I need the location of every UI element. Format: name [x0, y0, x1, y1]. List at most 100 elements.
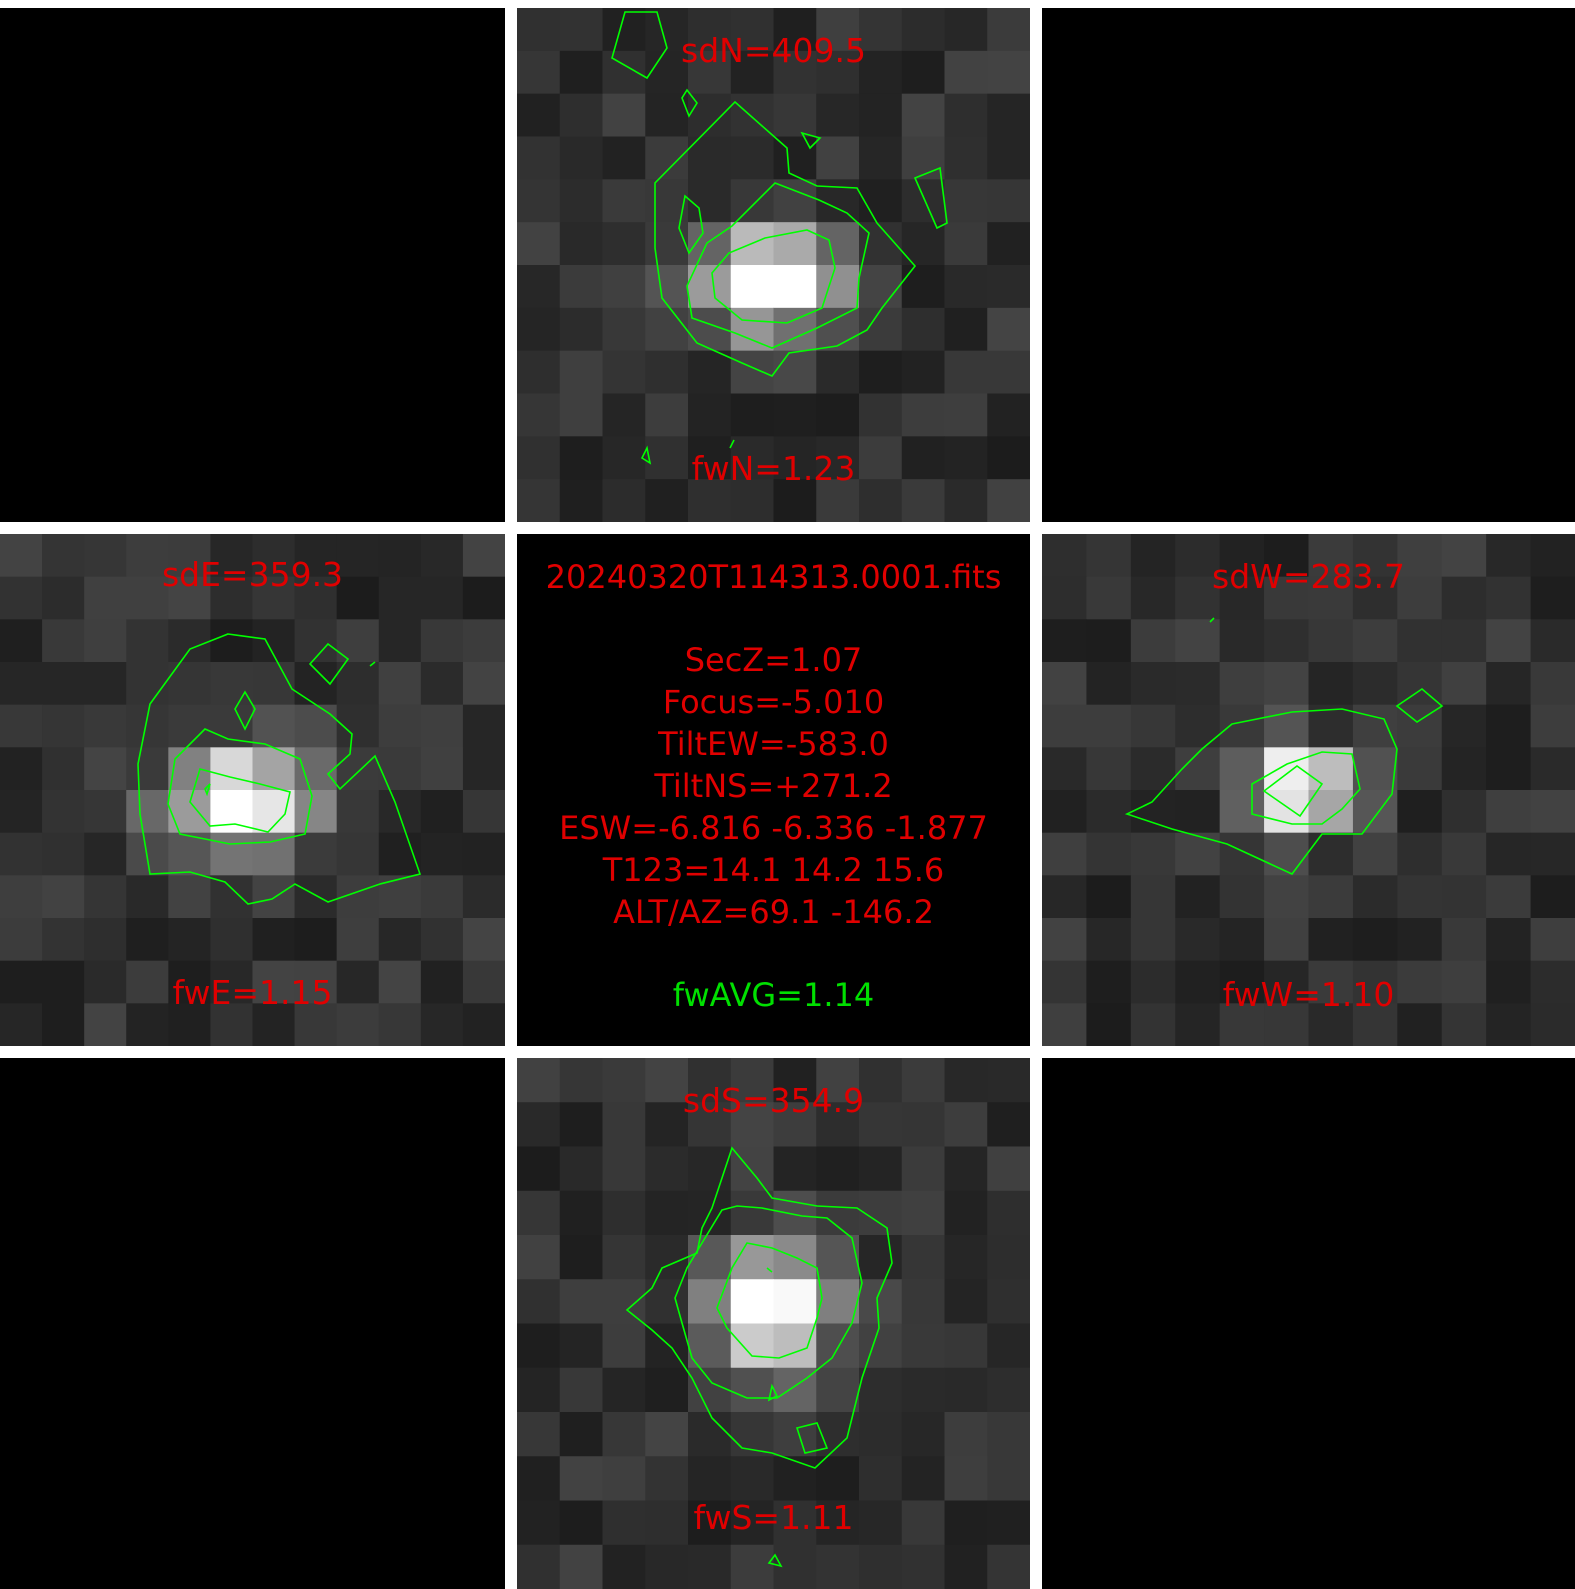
- star-pixel: [1352, 747, 1398, 791]
- star-pixel: [210, 662, 253, 706]
- star-pixel: [645, 1102, 689, 1147]
- star-pixel: [816, 1544, 860, 1589]
- star-pixel: [987, 479, 1030, 522]
- star-pixel: [420, 576, 464, 620]
- star-pixel: [517, 1190, 561, 1236]
- star-pixel: [42, 960, 85, 1004]
- star-pixel: [168, 619, 211, 663]
- south-fw-label: fwS=1.11: [693, 1498, 854, 1537]
- star-pixel: [517, 1456, 561, 1501]
- star-pixel: [773, 350, 817, 394]
- star-pixel: [1441, 832, 1487, 876]
- star-pixel: [602, 479, 646, 522]
- star-pixel: [688, 350, 732, 394]
- star-pixel: [1397, 875, 1443, 919]
- star-pixel: [126, 960, 169, 1004]
- tilt-ew-label: TiltEW=-583.0: [658, 725, 889, 763]
- star-pixel: [1042, 704, 1087, 748]
- star-pixel: [602, 179, 646, 223]
- star-pixel: [1219, 832, 1265, 876]
- star-pixel: [987, 393, 1030, 437]
- star-pixel: [645, 350, 689, 394]
- star-pixel: [1486, 832, 1532, 876]
- star-pixel: [773, 265, 817, 309]
- star-pixel: [1352, 790, 1398, 834]
- star-pixel: [1352, 662, 1398, 706]
- star-pixel: [987, 1102, 1030, 1147]
- star-pixel: [859, 265, 903, 309]
- star-pixel: [773, 1456, 817, 1501]
- star-pixel: [816, 50, 860, 95]
- star-pixel: [1130, 1003, 1176, 1046]
- star-pixel: [944, 265, 988, 309]
- star-pixel: [84, 790, 127, 834]
- star-pixel: [645, 1190, 689, 1236]
- star-pixel: [1352, 875, 1398, 919]
- star-pixel: [1308, 790, 1354, 834]
- star-pixel: [859, 8, 903, 52]
- star-pixel: [944, 179, 988, 223]
- star-pixel: [252, 832, 296, 876]
- star-pixel: [901, 1500, 945, 1546]
- star-pixel: [126, 1003, 169, 1046]
- star-pixel: [901, 8, 945, 52]
- star-pixel: [1441, 576, 1487, 620]
- star-pixel: [602, 136, 646, 180]
- star-pixel: [773, 1235, 817, 1280]
- star-pixel: [987, 436, 1030, 480]
- star-pixel: [1175, 662, 1221, 706]
- star-pixel: [859, 1544, 903, 1589]
- star-pixel: [378, 619, 422, 663]
- star-pixel: [773, 1146, 817, 1192]
- star-pixel: [559, 136, 603, 180]
- star-pixel: [0, 576, 43, 620]
- star-pixel: [1130, 832, 1176, 876]
- star-pixel: [84, 576, 127, 620]
- star-pixel: [420, 790, 464, 834]
- star-pixel: [1130, 534, 1176, 578]
- star-pixel: [378, 1003, 422, 1046]
- star-pixel: [901, 179, 945, 223]
- star-pixel: [730, 1500, 774, 1546]
- tilt-ns-label: TiltNS=+271.2: [654, 767, 893, 805]
- star-pixel: [294, 619, 338, 663]
- star-pixel: [1530, 790, 1575, 834]
- star-pixel: [517, 1323, 561, 1369]
- star-pixel: [901, 350, 945, 394]
- star-pixel: [1397, 832, 1443, 876]
- star-pixel: [944, 1500, 988, 1546]
- star-pixel: [1352, 1003, 1398, 1046]
- star-pixel: [816, 1146, 860, 1192]
- star-pixel: [517, 1544, 561, 1589]
- star-pixel: [1264, 576, 1309, 620]
- star-pixel: [559, 1500, 603, 1546]
- star-pixel: [859, 479, 903, 522]
- star-pixel: [901, 1412, 945, 1457]
- star-pixel: [1530, 1003, 1575, 1046]
- star-pixel: [559, 1190, 603, 1236]
- alt-az-label: ALT/AZ=69.1 -146.2: [613, 893, 934, 931]
- star-pixel: [730, 265, 774, 309]
- star-pixel: [987, 1323, 1030, 1369]
- star-pixel: [210, 918, 253, 962]
- star-pixel: [944, 93, 988, 137]
- star-pixel: [688, 1102, 732, 1147]
- star-pixel: [816, 1456, 860, 1501]
- star-pixel: [859, 1146, 903, 1192]
- star-pixel: [1308, 534, 1354, 578]
- star-pixel: [816, 479, 860, 522]
- star-pixel: [1219, 534, 1265, 578]
- star-pixel: [944, 1058, 988, 1103]
- star-pixel: [1486, 747, 1532, 791]
- star-pixel: [773, 393, 817, 437]
- star-pixel: [126, 704, 169, 748]
- star-pixel: [773, 1279, 817, 1324]
- star-pixel: [252, 704, 296, 748]
- star-pixel: [462, 875, 505, 919]
- info-panel: 20240320T114313.0001.fits SecZ=1.07 Focu…: [517, 534, 1030, 1046]
- star-pixel: [816, 1279, 860, 1324]
- star-pixel: [126, 534, 169, 578]
- star-pixel: [126, 832, 169, 876]
- star-pixel: [1352, 704, 1398, 748]
- star-pixel: [0, 790, 43, 834]
